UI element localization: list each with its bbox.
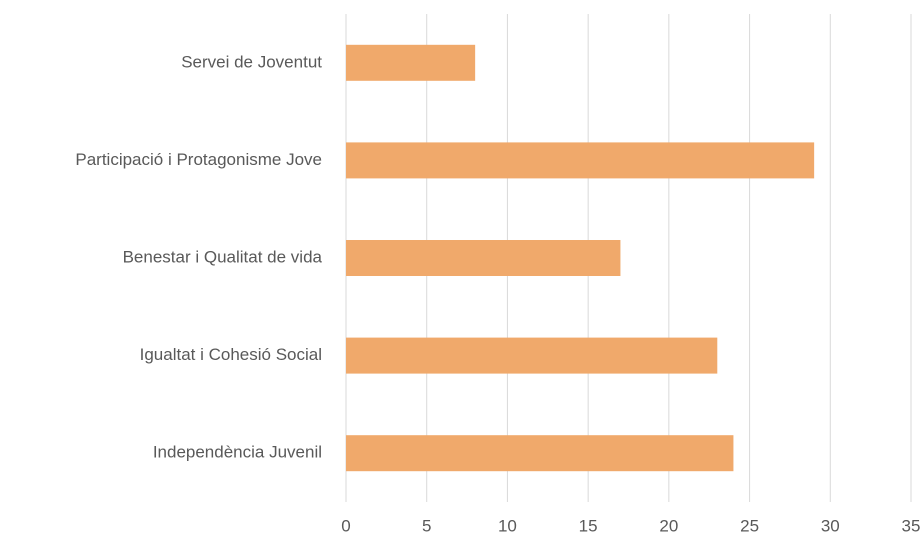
bar [346,44,476,81]
y-tick-label: Benestar i Qualitat de vida [123,247,323,266]
x-tick-label: 10 [498,516,517,535]
y-tick-label: Independència Juvenil [153,443,322,462]
x-tick-label: 15 [579,516,598,535]
y-tick-label: Igualtat i Cohesió Social [140,345,322,364]
x-tick-label: 20 [659,516,678,535]
x-tick-label: 35 [902,516,921,535]
x-tick-label: 0 [341,516,350,535]
bar [346,435,734,472]
x-tick-label: 5 [422,516,431,535]
x-tick-label: 25 [740,516,759,535]
bar [346,240,621,276]
bar [346,337,718,374]
y-tick-label: Participació i Protagonisme Jove [75,150,322,169]
x-tick-label: 30 [821,516,840,535]
bar [346,142,815,179]
y-tick-label: Servei de Joventut [181,52,322,71]
